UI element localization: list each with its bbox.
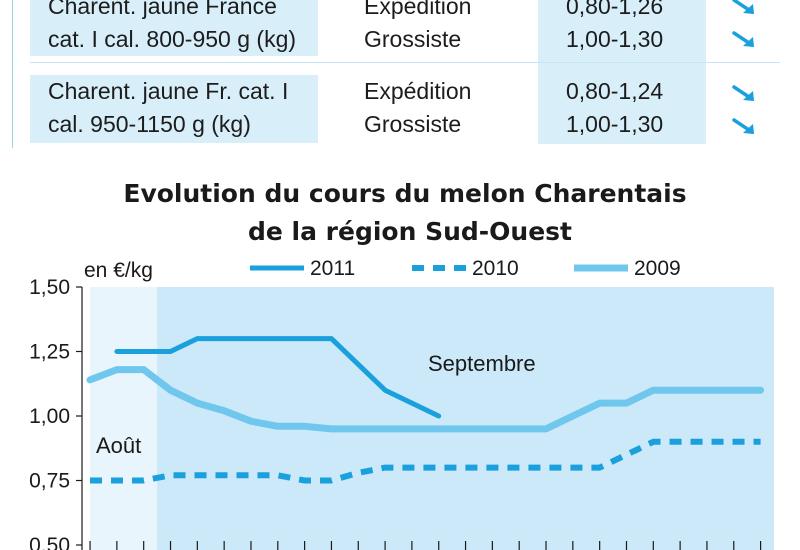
y-axis-label: en €/kg xyxy=(84,259,153,282)
legend-label-2010: 2010 xyxy=(472,257,519,280)
row-separator xyxy=(30,62,780,63)
series-line-2010 xyxy=(90,438,761,484)
series-line-2011 xyxy=(114,336,442,419)
arrow-down-right-icon xyxy=(732,31,754,47)
line-chart: Evolution du cours du melon Charentais d… xyxy=(29,179,774,550)
period-label-septembre: Septembre xyxy=(428,351,536,376)
y-tick-label: 1,25 xyxy=(29,341,70,364)
price-range: 0,80-1,24 xyxy=(566,78,664,104)
price-column-shade xyxy=(538,0,706,144)
chart-title-line-2: de la région Sud-Ouest xyxy=(248,217,572,246)
product-name-line: cat. I cal. 800-950 g (kg) xyxy=(48,26,297,52)
market-stage: Grossiste xyxy=(364,111,462,137)
table-row: Charent. jaune Fr. cat. I cal. 950-1150 … xyxy=(0,75,800,143)
period-label-aout: Août xyxy=(96,433,141,458)
chart-legend: 2011 2010 2009 xyxy=(250,257,681,280)
product-name-line: Charent. jaune Fr. cat. I xyxy=(48,78,289,104)
market-stage: Expédition xyxy=(364,78,472,104)
y-tick-label: 1,50 xyxy=(29,276,70,299)
y-tick-label: 1,00 xyxy=(29,405,70,428)
price-table: Charent. jaune France cat. I cal. 800-95… xyxy=(0,0,800,148)
product-cell xyxy=(30,75,318,143)
series-line-2009 xyxy=(86,366,765,433)
price-range: 1,00-1,30 xyxy=(566,111,664,137)
product-name-line: cal. 950-1150 g (kg) xyxy=(48,111,251,137)
table-row: Charent. jaune France cat. I cal. 800-95… xyxy=(0,0,800,56)
arrow-down-right-icon xyxy=(732,85,754,101)
legend-label-2011: 2011 xyxy=(310,257,355,280)
y-tick-label: 0,50 xyxy=(29,534,70,550)
legend-label-2009: 2009 xyxy=(634,257,681,280)
period-band xyxy=(157,287,774,550)
table-left-rule xyxy=(12,0,13,148)
y-tick-label: 0,75 xyxy=(29,470,70,493)
price-range: 0,80-1,26 xyxy=(566,0,664,19)
product-name-line: Charent. jaune France xyxy=(48,0,277,19)
price-range: 1,00-1,30 xyxy=(566,26,664,52)
chart-title-line-1: Evolution du cours du melon Charentais xyxy=(123,179,686,208)
period-band xyxy=(90,287,158,550)
price-chart: Evolution du cours du melon Charentais d… xyxy=(12,167,782,550)
product-cell xyxy=(30,0,318,56)
arrow-down-right-icon xyxy=(732,0,754,14)
market-stage: Grossiste xyxy=(364,26,462,52)
market-stage: Expédition xyxy=(364,0,472,19)
arrow-down-right-icon xyxy=(732,118,754,134)
